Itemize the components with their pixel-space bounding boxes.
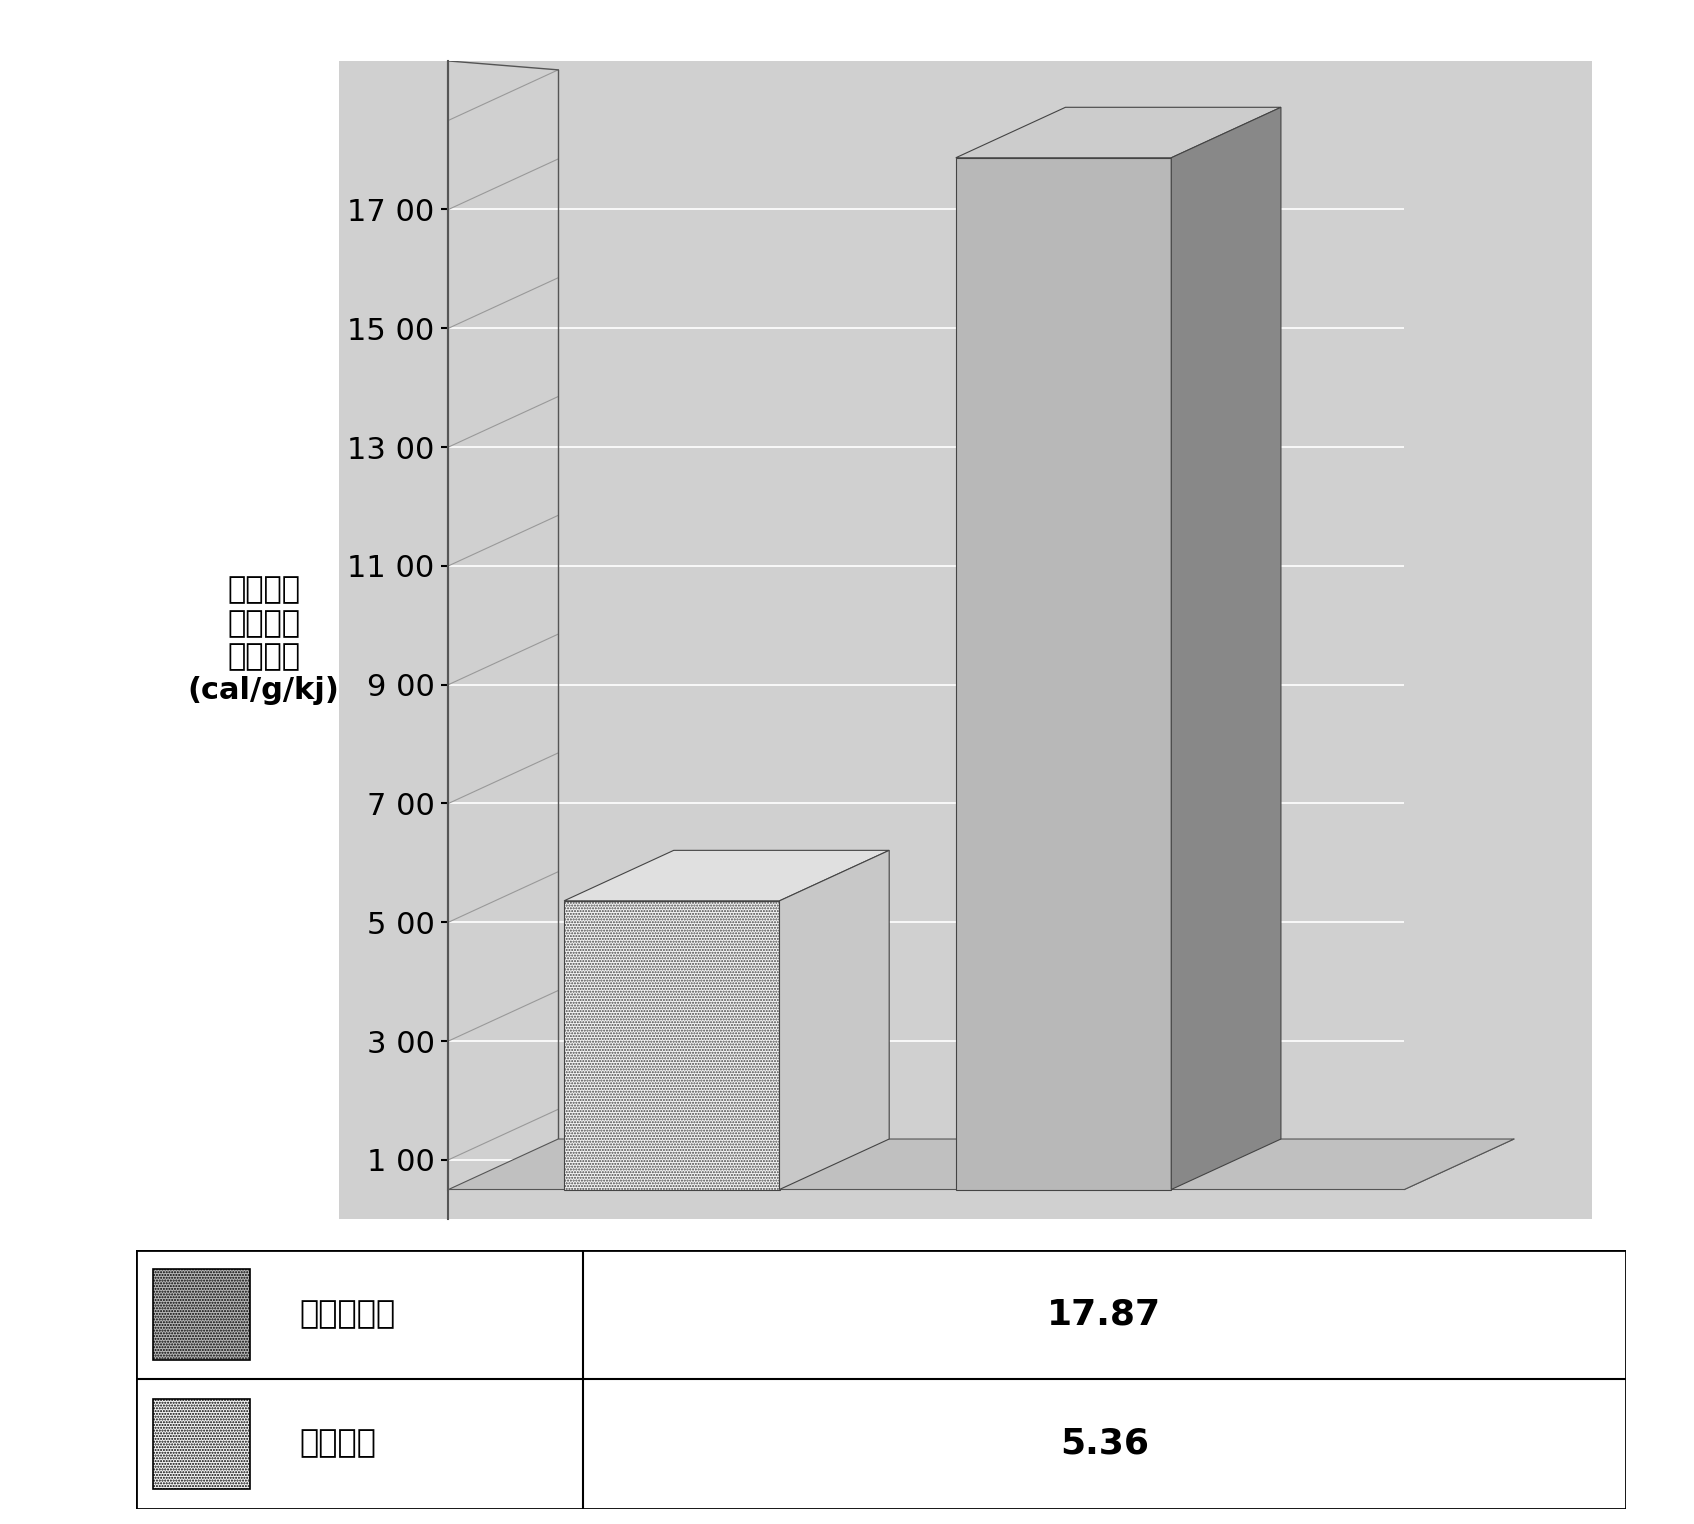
Bar [154, 1269, 251, 1359]
Text: 单位能量
消耗下产
生的热値
(cal/g/kj): 单位能量 消耗下产 生的热値 (cal/g/kj) [188, 575, 339, 706]
Text: 5.36: 5.36 [1060, 1426, 1149, 1462]
Text: 传统制程: 传统制程 [300, 1428, 376, 1460]
Text: 超音波制程: 超音波制程 [300, 1298, 396, 1330]
Polygon shape [449, 1138, 1514, 1190]
Text: 17.87: 17.87 [1047, 1297, 1162, 1332]
Bar [154, 1399, 251, 1489]
Polygon shape [1171, 107, 1281, 1190]
Polygon shape [564, 850, 889, 901]
Polygon shape [955, 107, 1281, 158]
Polygon shape [955, 158, 1171, 1190]
Polygon shape [779, 850, 889, 1190]
Polygon shape [564, 901, 779, 1190]
